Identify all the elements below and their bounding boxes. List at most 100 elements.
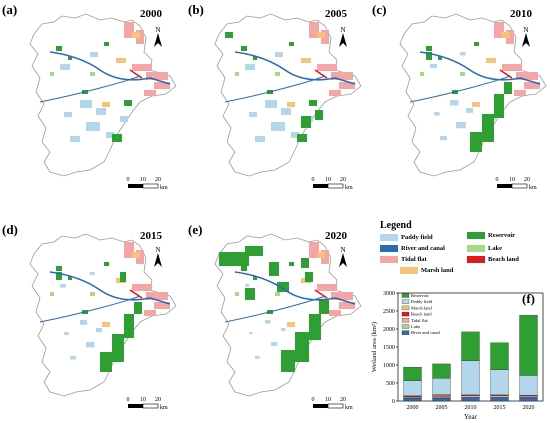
map-2020 xyxy=(214,233,362,397)
river-channel xyxy=(234,271,356,305)
legend-label: Marsh land xyxy=(421,267,454,274)
paddy-field-patch xyxy=(255,356,260,359)
legend-swatch xyxy=(380,245,398,253)
tidal-flat-patch xyxy=(331,72,353,80)
reservoir-patch xyxy=(241,46,247,51)
tidal-flat-patch xyxy=(516,72,538,80)
chart-legend-label: Marsh land xyxy=(411,305,432,310)
bar-segment-marsh-land xyxy=(403,395,422,397)
reservoir-patch xyxy=(245,288,255,300)
tidal-flat-patch xyxy=(132,64,152,71)
bar-segment-tidal-flat xyxy=(461,395,480,398)
paddy-field-patch xyxy=(86,122,100,131)
map-2010 xyxy=(399,13,547,177)
reservoir-patch xyxy=(438,56,442,60)
x-tick-label: 2000 xyxy=(407,405,419,411)
legend-swatch xyxy=(400,267,418,275)
bar-segment-paddy-field xyxy=(461,360,480,396)
paddy-field-patch xyxy=(64,332,69,335)
reservoir-patch xyxy=(68,276,72,280)
reservoir-patch xyxy=(120,272,126,282)
x-tick-label: 2015 xyxy=(494,405,506,411)
marsh-land-patch xyxy=(102,322,110,327)
marsh-land-patch xyxy=(102,102,110,107)
legend-label: Beach land xyxy=(488,256,519,263)
lake-patch xyxy=(420,72,424,76)
legend-label: Lake xyxy=(488,245,503,252)
tidal-flat-patch xyxy=(146,72,168,80)
canal-channel xyxy=(39,75,141,103)
reservoir-patch xyxy=(104,262,109,266)
legend-swatch xyxy=(467,245,485,253)
scale-tick-label: 20 xyxy=(340,397,346,403)
tidal-flat-patch xyxy=(154,82,170,89)
tidal-flat-patch xyxy=(154,302,170,309)
bar-segment-paddy-field xyxy=(403,380,422,396)
y-tick-label: 2500 xyxy=(383,309,395,315)
lake-patch xyxy=(235,292,239,296)
reservoir-patch xyxy=(56,272,62,280)
paddy-field-patch xyxy=(60,284,66,288)
reservoir-patch xyxy=(245,246,263,256)
tidal-flat-patch xyxy=(339,302,355,309)
bar-segment-reservoir xyxy=(461,331,480,361)
scale-bar-a: 0 10 20 km xyxy=(127,177,169,191)
north-arrow-b: N xyxy=(337,26,349,50)
panel-label-a: (a) xyxy=(2,2,18,17)
bar-segment-paddy-field xyxy=(519,375,538,396)
bar-segment-river-and-canal xyxy=(403,397,422,402)
chart-legend-swatch xyxy=(401,311,410,317)
paddy-field-patch xyxy=(70,356,76,360)
paddy-field-patch xyxy=(96,328,102,333)
reservoir-patch xyxy=(68,56,72,60)
scale-tick-label: 0 xyxy=(127,177,130,183)
paddy-field-patch xyxy=(249,112,257,117)
reservoir-patch xyxy=(494,94,504,118)
scale-tick-label: 10 xyxy=(509,177,515,183)
tidal-flat-patch xyxy=(331,292,353,300)
scale-unit: km xyxy=(160,405,168,411)
scale-segment-dark xyxy=(128,184,143,188)
scale-segment-light xyxy=(327,183,344,189)
marsh-land-patch xyxy=(472,102,480,107)
tidal-flat-patch xyxy=(339,82,355,89)
x-tick-label: 2020 xyxy=(523,405,535,411)
tidal-flat-patch xyxy=(132,284,152,291)
x-tick-label: 2010 xyxy=(465,405,477,411)
lake-patch xyxy=(50,72,54,76)
river-channel xyxy=(234,51,356,85)
bar-segment-river-and-canal xyxy=(432,397,451,402)
tidal-flat-patch xyxy=(146,292,168,300)
paddy-field-patch xyxy=(90,272,95,275)
reservoir-patch xyxy=(56,266,62,271)
tidal-flat-patch xyxy=(329,90,341,96)
reservoir-patch xyxy=(301,258,309,268)
bar-segment-paddy-field xyxy=(432,378,451,395)
paddy-field-patch xyxy=(265,320,271,324)
beach-land-strip xyxy=(129,289,143,299)
scale-tick-label: 0 xyxy=(496,177,499,183)
paddy-field-patch xyxy=(291,132,299,138)
bar-segment-marsh-land xyxy=(432,394,451,396)
north-letter: N xyxy=(155,26,160,34)
lake-patch xyxy=(275,72,280,76)
bar-segment-tidal-flat xyxy=(432,396,451,398)
year-label-d: 2015 xyxy=(140,230,162,242)
bar-segment-tidal-flat xyxy=(490,395,509,398)
paddy-field-patch xyxy=(434,112,440,116)
river-channel xyxy=(49,51,171,85)
panel-label-e: (e) xyxy=(188,222,203,237)
canal-channel xyxy=(224,295,326,323)
paddy-field-patch xyxy=(80,100,92,108)
year-label-c: 2010 xyxy=(510,8,532,20)
tidal-flat-patch xyxy=(502,64,522,71)
reservoir-patch xyxy=(305,272,313,282)
reservoir-patch xyxy=(104,42,109,46)
chart-legend-label: River and canal xyxy=(411,330,441,335)
paddy-field-patch xyxy=(90,52,98,57)
lake-patch xyxy=(275,292,280,296)
reservoir-patch xyxy=(309,314,321,340)
north-arrow-icon: N xyxy=(154,26,162,47)
y-tick-label: 500 xyxy=(386,381,395,387)
paddy-field-patch xyxy=(275,52,283,57)
